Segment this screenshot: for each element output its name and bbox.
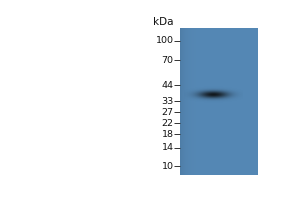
Text: 70: 70 [161,56,173,65]
Text: 18: 18 [161,130,173,139]
Text: 100: 100 [155,36,173,45]
Text: kDa: kDa [153,17,173,27]
Text: 14: 14 [161,143,173,152]
Text: 22: 22 [161,119,173,128]
Text: 27: 27 [161,108,173,117]
Text: 33: 33 [161,97,173,106]
Text: 10: 10 [161,162,173,171]
Text: 44: 44 [161,81,173,90]
